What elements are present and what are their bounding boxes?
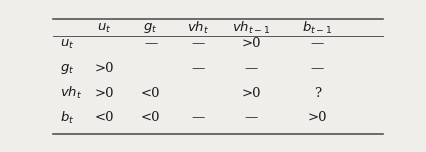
Text: <0: <0 — [141, 111, 161, 124]
Text: —: — — [311, 38, 324, 50]
Text: ?: ? — [314, 87, 321, 100]
Text: $b_t$: $b_t$ — [60, 110, 74, 126]
Text: >0: >0 — [242, 38, 261, 50]
Text: <0: <0 — [95, 111, 114, 124]
Text: $g_t$: $g_t$ — [60, 62, 74, 76]
Text: $vh_t$: $vh_t$ — [60, 85, 82, 101]
Text: $b_{t-1}$: $b_{t-1}$ — [302, 20, 333, 36]
Text: $u_t$: $u_t$ — [97, 22, 112, 35]
Text: —: — — [245, 111, 258, 124]
Text: —: — — [144, 38, 157, 50]
Text: —: — — [192, 111, 205, 124]
Text: —: — — [192, 38, 205, 50]
Text: >0: >0 — [95, 62, 114, 75]
Text: —: — — [245, 62, 258, 75]
Text: <0: <0 — [141, 87, 161, 100]
Text: $vh_t$: $vh_t$ — [187, 20, 210, 36]
Text: >0: >0 — [95, 87, 114, 100]
Text: $u_t$: $u_t$ — [60, 37, 74, 50]
Text: $g_t$: $g_t$ — [144, 21, 158, 35]
Text: $vh_{t-1}$: $vh_{t-1}$ — [232, 20, 271, 36]
Text: —: — — [311, 62, 324, 75]
Text: >0: >0 — [242, 87, 261, 100]
Text: —: — — [192, 62, 205, 75]
Text: >0: >0 — [308, 111, 327, 124]
